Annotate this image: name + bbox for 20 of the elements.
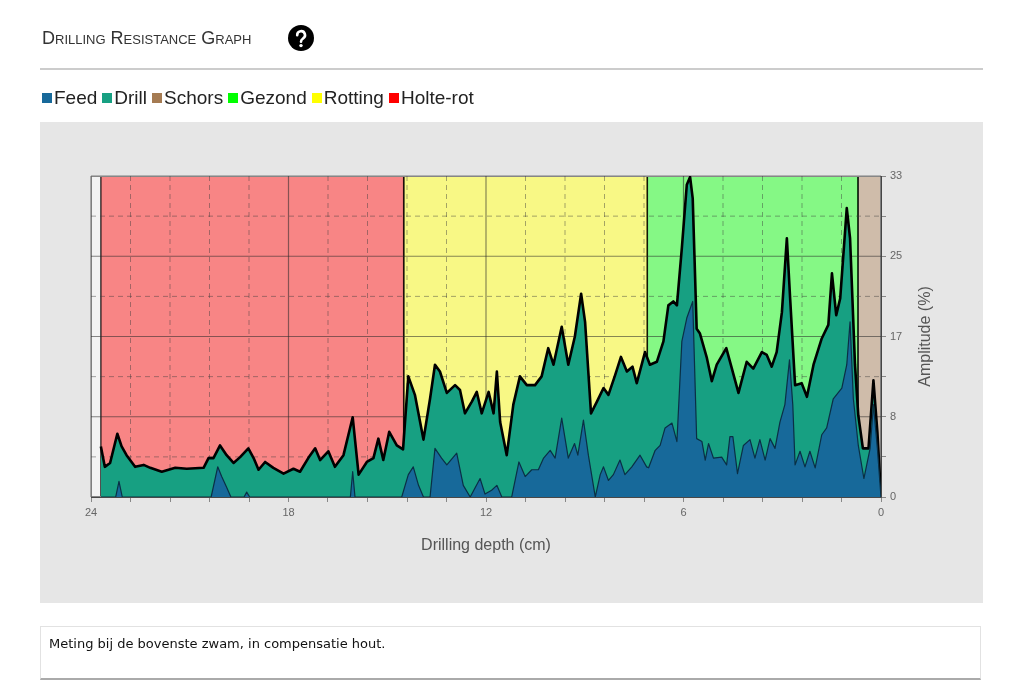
legend-label: Rotting — [323, 87, 384, 109]
x-tick-label: 18 — [282, 505, 295, 518]
chart-title: Drilling Resistance Graph — [42, 27, 252, 49]
y-tick-label: 25 — [890, 249, 903, 262]
x-tick-label: 12 — [479, 505, 493, 518]
legend-label: Holte-rot — [400, 87, 474, 109]
legend-label: Gezond — [240, 87, 307, 109]
y-tick-label: 17 — [890, 329, 903, 342]
legend-label: Schors — [164, 87, 224, 109]
legend-label: Drill — [114, 87, 148, 109]
y-tick-label: 8 — [890, 409, 897, 422]
y-tick-label: 33 — [890, 169, 903, 182]
y-tick-label: 0 — [890, 490, 897, 503]
x-tick-label: 6 — [680, 505, 687, 518]
text: Meting bij de bovenste zwam, in compensatie hout. — [48, 635, 387, 651]
x-tick-label: 24 — [84, 505, 98, 518]
y-axis-title: Amplitude (%) — [916, 286, 934, 387]
legend-label: Feed — [54, 87, 98, 109]
x-axis-title: Drilling depth (cm) — [421, 536, 551, 554]
x-tick-label: 0 — [877, 505, 885, 518]
